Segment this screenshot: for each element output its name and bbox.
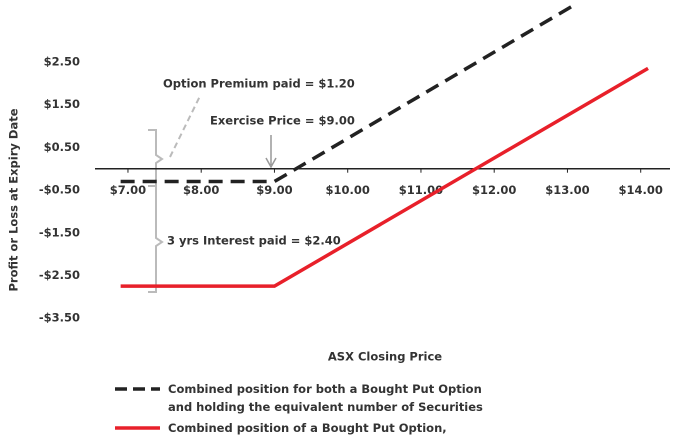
y-tick-label: -$3.50 [39, 311, 80, 325]
y-tick-label: -$0.50 [39, 183, 80, 197]
x-tick-label: $8.00 [183, 183, 219, 197]
y-tick-label: $1.50 [44, 97, 80, 111]
x-tick-label: $10.00 [326, 183, 370, 197]
x-tick-label: $14.00 [619, 183, 663, 197]
annotation: Exercise Price = $9.00 [210, 114, 355, 128]
legend-label: Combined position for both a Bought Put … [168, 382, 483, 414]
annotation: 3 yrs Interest paid = $2.40 [167, 234, 341, 248]
x-tick-label: $12.00 [472, 183, 516, 197]
x-tick-label: $9.00 [256, 183, 292, 197]
legend-label: Combined position of a Bought Put Option… [168, 421, 447, 435]
y-tick-label: -$1.50 [39, 225, 80, 239]
x-tick-label: $7.00 [110, 183, 146, 197]
y-tick-label: -$2.50 [39, 268, 80, 282]
y-axis-label: Profit or Loss at Expiry Date [7, 108, 21, 291]
x-tick-label: $13.00 [545, 183, 589, 197]
series-line [120, 3, 576, 184]
series-line [120, 66, 649, 288]
y-tick-label: $2.50 [44, 54, 80, 68]
exercise-arrow [265, 135, 277, 169]
x-axis-label: ASX Closing Price [328, 350, 442, 364]
annotation: Option Premium paid = $1.20 [163, 77, 355, 91]
premium-bracket [148, 129, 164, 187]
premium-pointer [169, 95, 201, 158]
y-tick-label: $0.50 [44, 140, 80, 154]
interest-bracket [148, 185, 164, 293]
